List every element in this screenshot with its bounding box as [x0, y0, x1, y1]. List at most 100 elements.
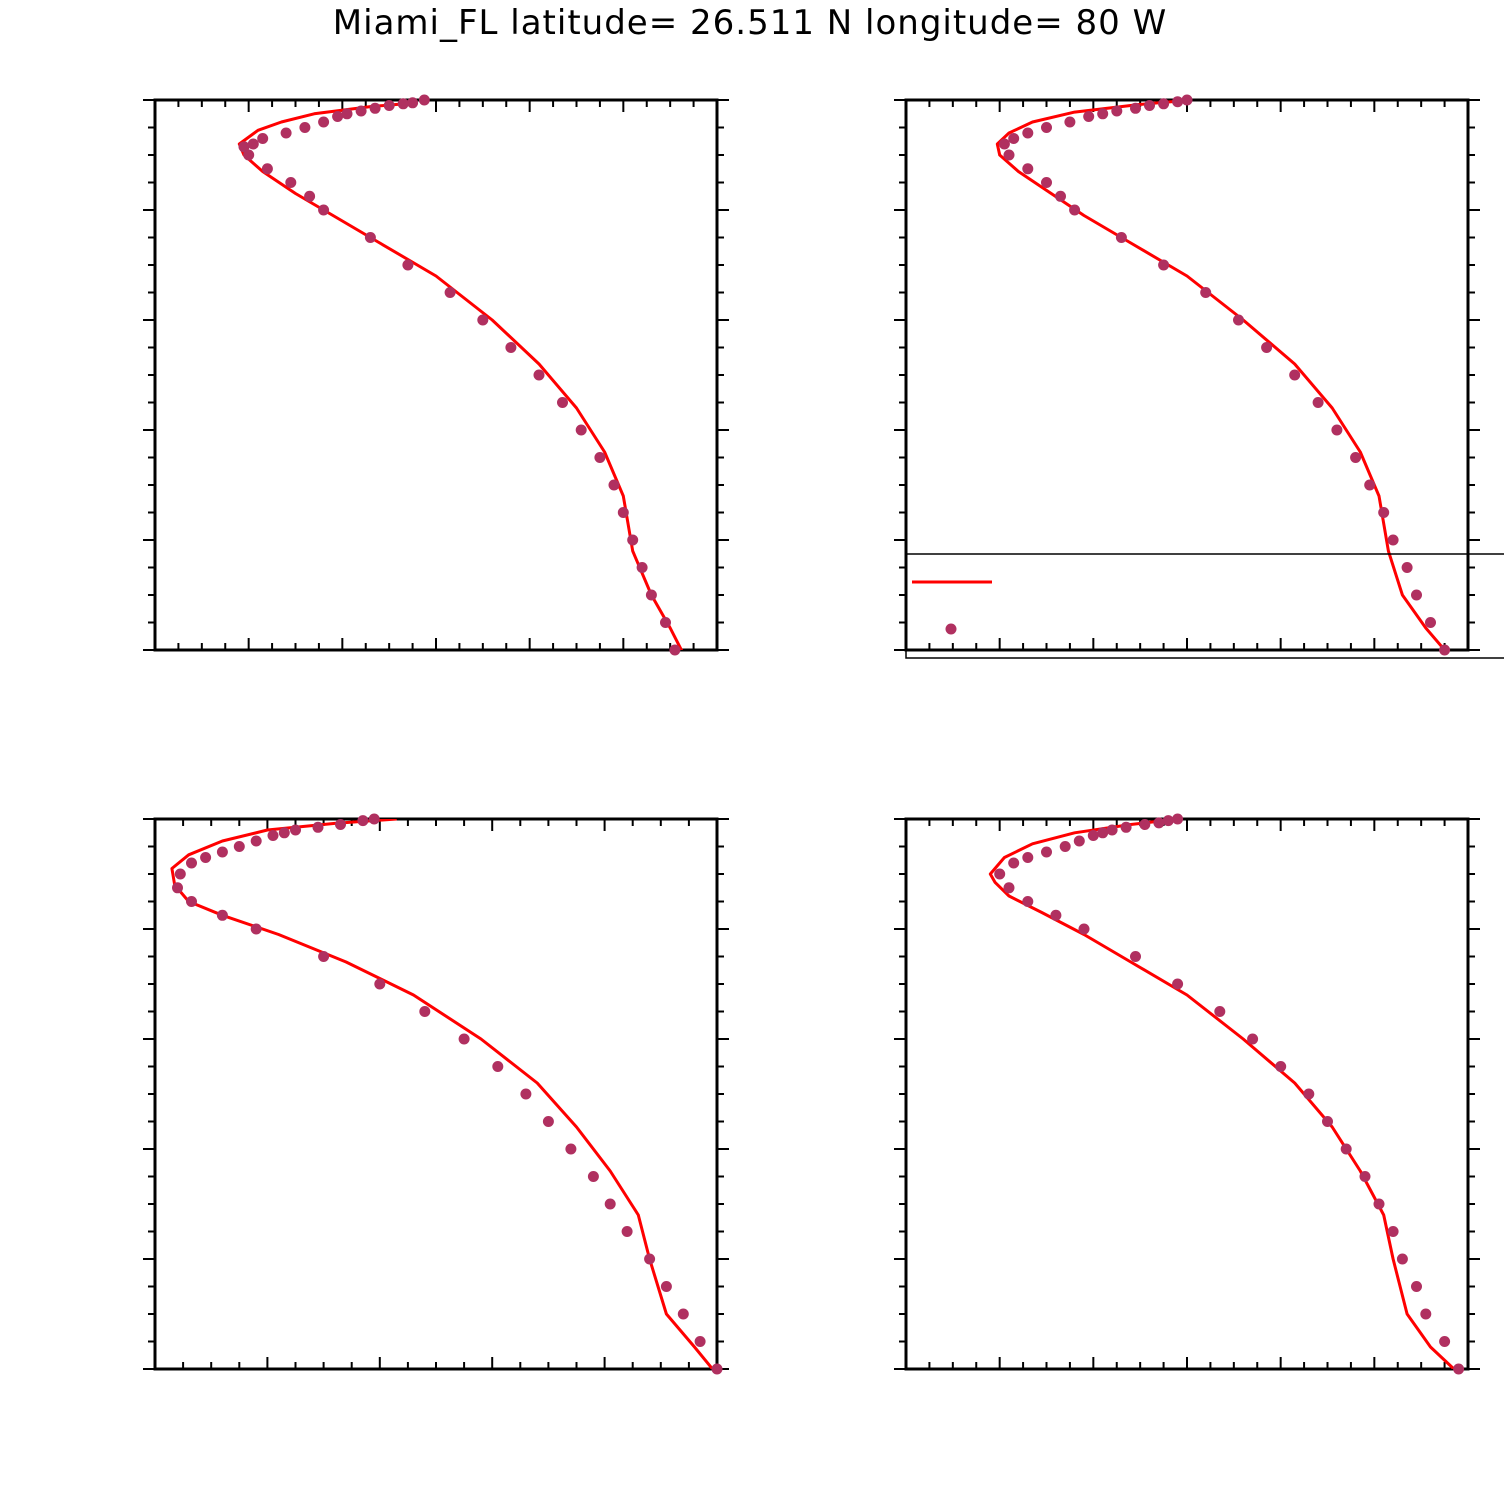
model-profile-line: [995, 100, 1446, 650]
raobs-point: [1059, 841, 1071, 852]
chart-panel-jul: [143, 813, 729, 1375]
raobs-point: [174, 868, 186, 880]
raobs-point: [1022, 163, 1034, 175]
raobs-point: [186, 896, 197, 907]
raobs-point: [1303, 1088, 1315, 1100]
raobs-point: [1022, 127, 1034, 139]
raobs-point: [542, 1116, 554, 1127]
raobs-point: [267, 830, 279, 841]
raobs-point: [418, 94, 430, 106]
raobs-point: [645, 589, 657, 601]
raobs-point: [1411, 589, 1422, 601]
raobs-point: [1289, 369, 1301, 381]
raobs-point: [357, 815, 369, 827]
raobs-point: [1396, 1253, 1408, 1265]
raobs-point: [1261, 342, 1273, 353]
raobs-point: [477, 314, 489, 326]
raobs-point: [1041, 846, 1052, 858]
raobs-point: [278, 827, 290, 839]
raobs-point: [1144, 100, 1155, 111]
raobs-point: [312, 821, 324, 833]
raobs-point: [492, 1061, 504, 1072]
raobs-point: [1130, 951, 1141, 962]
raobs-point: [257, 133, 269, 144]
raobs-point: [1364, 479, 1376, 491]
raobs-point: [1387, 1226, 1399, 1237]
plot-frame: [904, 98, 1470, 652]
raobs-point: [290, 824, 301, 836]
raobs-point: [533, 369, 545, 381]
raobs-point: [520, 1088, 532, 1100]
raobs-point: [1008, 133, 1020, 144]
raobs-point: [1083, 111, 1095, 122]
raobs-point: [407, 97, 419, 109]
raobs-point: [1373, 1198, 1385, 1210]
raobs-point: [383, 100, 395, 111]
raobs-point: [1078, 923, 1090, 935]
raobs-point: [1322, 1116, 1333, 1127]
raobs-point: [711, 1363, 723, 1375]
raobs-point: [669, 644, 681, 656]
raobs-point: [660, 617, 671, 628]
raobs-point: [1172, 813, 1184, 825]
raobs-point: [1139, 819, 1151, 830]
raobs-point: [627, 534, 639, 546]
raobs-point: [341, 108, 353, 120]
raobs-point: [247, 138, 259, 150]
raobs-point: [1158, 259, 1170, 271]
raobs-point: [280, 127, 292, 139]
raobs-point: [1073, 835, 1085, 847]
raobs-point: [1130, 102, 1141, 114]
figure-title: Miami_FL latitude= 26.511 N longitude= 8…: [333, 3, 1167, 43]
raobs-point: [299, 122, 311, 133]
raobs-point: [419, 1006, 431, 1017]
raobs-point: [250, 923, 262, 935]
raobs-point: [1172, 96, 1184, 108]
raobs-point: [458, 1033, 470, 1045]
raobs-point: [1162, 815, 1174, 827]
raobs-point: [1340, 1143, 1352, 1155]
chart-panel-jan: [143, 94, 729, 656]
raobs-point: [250, 835, 262, 847]
raobs-point: [1425, 617, 1436, 628]
raobs-point: [617, 507, 629, 518]
model-profile-line: [170, 819, 715, 1369]
raobs-point: [1158, 98, 1170, 110]
raobs-point: [1247, 1033, 1259, 1045]
raobs-point: [1359, 1171, 1371, 1182]
raobs-point: [1041, 122, 1052, 133]
raobs-point: [1069, 204, 1081, 216]
legend: [905, 553, 1504, 659]
raobs-point: [374, 978, 386, 990]
raobs-point: [1087, 830, 1099, 841]
raobs-point: [1120, 821, 1132, 833]
raobs-point: [1453, 1363, 1465, 1375]
raobs-point: [1350, 452, 1362, 463]
raobs-point: [636, 562, 648, 573]
raobs-point: [1387, 534, 1399, 546]
raobs-point: [1022, 852, 1034, 863]
chart-panel-apr: [894, 94, 1480, 656]
raobs-point: [1022, 896, 1034, 907]
raobs-point: [1378, 507, 1390, 518]
raobs-point: [998, 138, 1010, 150]
raobs-point: [694, 1336, 706, 1347]
legend-marker-swatch: [945, 623, 957, 635]
raobs-point: [369, 102, 381, 114]
raobs-point: [186, 857, 197, 869]
raobs-point: [1401, 562, 1413, 573]
raobs-point: [565, 1143, 577, 1155]
raobs-point: [261, 163, 273, 175]
raobs-point: [172, 882, 183, 894]
raobs-point: [1003, 149, 1015, 161]
raobs-point: [200, 852, 212, 863]
raobs-point: [1312, 397, 1324, 408]
raobs-point: [1200, 287, 1212, 298]
raobs-point: [216, 909, 228, 921]
raobs-point: [608, 479, 620, 491]
raobs-point: [1097, 827, 1109, 839]
raobs-point: [1411, 1281, 1422, 1292]
raobs-point: [1439, 644, 1451, 656]
panels: [143, 94, 1504, 1375]
raobs-point: [1172, 978, 1184, 990]
